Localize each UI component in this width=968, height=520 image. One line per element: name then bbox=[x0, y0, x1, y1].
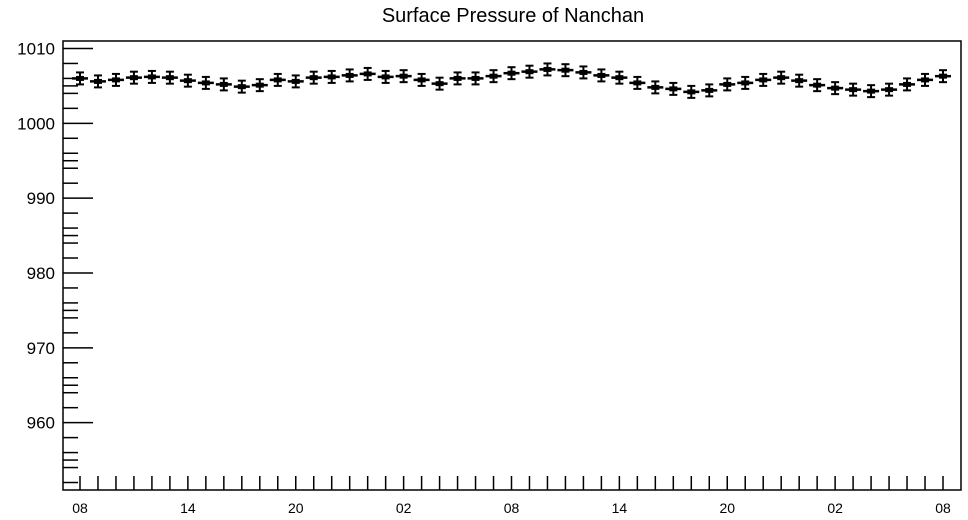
data-point bbox=[417, 77, 426, 83]
data-point bbox=[867, 88, 876, 94]
data-point bbox=[165, 75, 174, 81]
x-tick-label: 02 bbox=[827, 500, 843, 516]
data-point bbox=[543, 66, 552, 72]
y-tick-label: 970 bbox=[27, 339, 55, 358]
chart-title: Surface Pressure of Nanchan bbox=[382, 5, 644, 27]
data-point bbox=[471, 75, 480, 81]
x-tick-label: 08 bbox=[72, 500, 88, 516]
data-point bbox=[129, 75, 138, 81]
data-point bbox=[237, 84, 246, 90]
data-point bbox=[183, 78, 192, 84]
data-point bbox=[885, 87, 894, 93]
plot-frame bbox=[62, 40, 962, 491]
data-point bbox=[507, 70, 516, 76]
data-point bbox=[849, 87, 858, 93]
data-point bbox=[76, 75, 84, 81]
data-point bbox=[147, 74, 156, 80]
data-point bbox=[201, 80, 210, 86]
x-axis: 08 14 20 02 08 14 20 02 08 bbox=[72, 476, 951, 516]
data-point bbox=[633, 80, 642, 86]
y-tick-label: 980 bbox=[27, 264, 55, 283]
x-tick-label: 20 bbox=[288, 500, 304, 516]
data-point bbox=[435, 81, 444, 87]
data-point bbox=[399, 73, 408, 79]
data-point bbox=[291, 78, 300, 84]
data-point bbox=[309, 75, 318, 81]
data-point bbox=[363, 71, 372, 77]
data-point bbox=[111, 77, 120, 83]
x-tick-label: 02 bbox=[396, 500, 412, 516]
data-point bbox=[813, 82, 822, 88]
data-point bbox=[903, 81, 912, 87]
y-tick-label: 1010 bbox=[17, 39, 55, 58]
y-axis: 960 970 980 990 1000 1010 bbox=[17, 39, 93, 484]
data-point bbox=[759, 77, 768, 83]
data-series bbox=[72, 62, 951, 99]
data-point bbox=[921, 77, 930, 83]
data-point bbox=[525, 69, 534, 75]
data-point bbox=[273, 77, 282, 83]
x-tick-label: 20 bbox=[719, 500, 735, 516]
data-point bbox=[777, 75, 786, 81]
data-point bbox=[453, 75, 462, 81]
data-point bbox=[489, 73, 498, 79]
data-point bbox=[615, 75, 624, 81]
data-point bbox=[345, 72, 354, 78]
x-tick-label: 14 bbox=[612, 500, 628, 516]
data-point bbox=[327, 74, 336, 80]
data-point bbox=[723, 81, 732, 87]
data-point bbox=[939, 73, 947, 79]
x-tick-label: 08 bbox=[504, 500, 520, 516]
data-point bbox=[219, 81, 228, 87]
data-point bbox=[381, 74, 390, 80]
y-tick-label: 990 bbox=[27, 189, 55, 208]
data-point bbox=[93, 78, 102, 84]
y-tick-label: 1000 bbox=[17, 114, 55, 133]
y-tick-label: 960 bbox=[27, 414, 55, 433]
data-point bbox=[255, 82, 264, 88]
data-point bbox=[705, 87, 714, 93]
data-point bbox=[687, 89, 696, 95]
data-point bbox=[597, 72, 606, 78]
data-point bbox=[669, 86, 678, 92]
data-point bbox=[651, 84, 660, 90]
x-tick-label: 08 bbox=[935, 500, 951, 516]
data-point bbox=[741, 80, 750, 86]
data-point bbox=[831, 85, 840, 91]
data-point bbox=[795, 78, 804, 84]
data-point bbox=[579, 69, 588, 75]
data-point bbox=[561, 67, 570, 73]
x-tick-label: 14 bbox=[180, 500, 196, 516]
